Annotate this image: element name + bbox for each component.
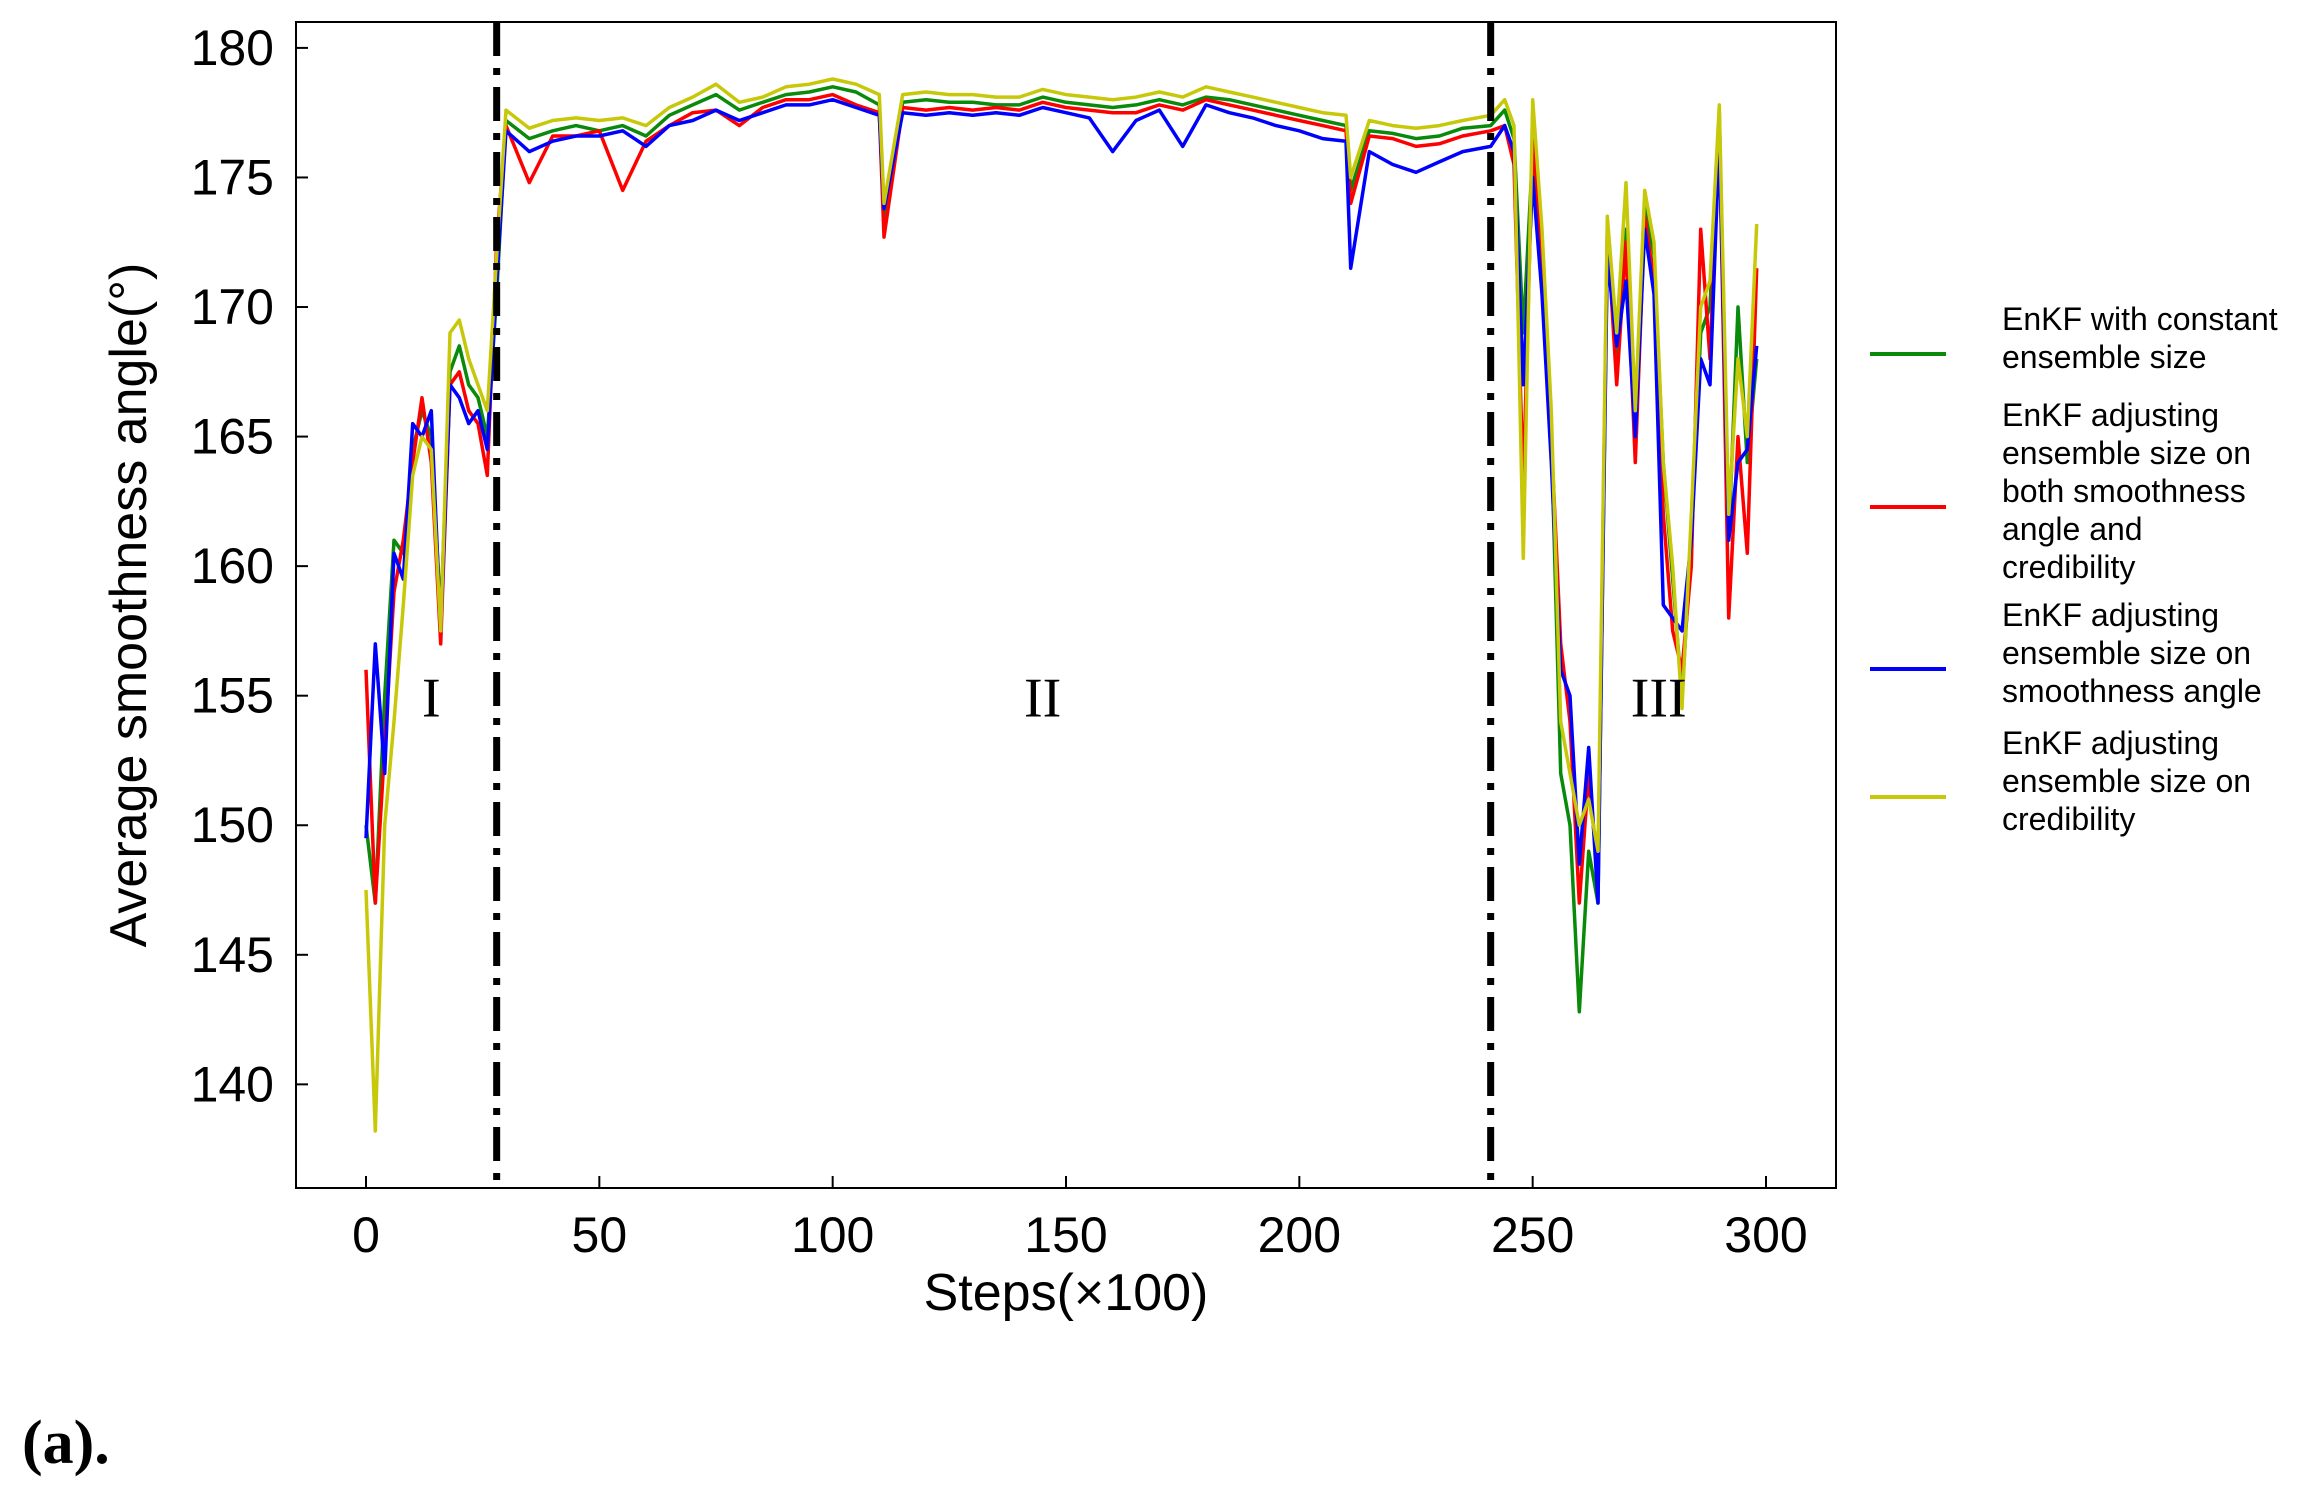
series-line-3 [364,97,1759,905]
legend-label: angle and [2002,511,2143,547]
legend-label: ensemble size [2002,339,2207,375]
legend-label: ensemble size on [2002,763,2251,799]
y-tick-label: 150 [191,797,274,853]
legend-label: both smoothness [2002,473,2246,509]
region-label: I [422,667,441,729]
x-tick-label: 150 [1024,1207,1107,1263]
legend-label: ensemble size on [2002,435,2251,471]
legend-label: smoothness angle [2002,673,2262,709]
y-tick-label: 160 [191,538,274,594]
y-tick-label: 165 [191,409,274,465]
x-tick-label: 50 [572,1207,628,1263]
figure-caption: (a). [22,1409,110,1477]
y-tick-label: 140 [191,1056,274,1112]
series-layer [364,77,1759,1133]
legend-label: credibility [2002,801,2135,837]
y-tick-label: 170 [191,279,274,335]
plot-frame [295,21,1837,1189]
region-label: III [1631,667,1687,729]
x-tick-label: 300 [1724,1207,1807,1263]
y-tick-label: 180 [191,20,274,76]
y-axis-title: Average smoothness angle(°) [100,263,158,948]
axis-ticks: 0 50 100 150 200 250 300 140 145 150 155 160 165 170 1… [191,20,1808,1263]
y-tick-label: 145 [191,927,274,983]
y-tick-label: 155 [191,668,274,724]
region-boundaries [493,22,1495,1188]
x-tick-label: 200 [1258,1207,1341,1263]
x-tick-label: 250 [1491,1207,1574,1263]
series-line-2 [364,92,1759,905]
legend-label: credibility [2002,549,2135,585]
x-tick-label: 0 [352,1207,380,1263]
legend-label: EnKF adjusting [2002,397,2219,433]
legend-label: EnKF adjusting [2002,597,2219,633]
region-label: II [1024,667,1061,729]
x-axis-title: Steps(×100) [924,1264,1209,1322]
x-tick-label: 100 [791,1207,874,1263]
series-line-1 [364,85,1759,1014]
legend-label: EnKF adjusting [2002,725,2219,761]
y-tick-label: 175 [191,149,274,205]
legend-label: ensemble size on [2002,635,2251,671]
legend-label: EnKF with constant [2002,301,2278,337]
series-line-4 [364,77,1759,1133]
region-labels: I II III [422,667,1687,729]
